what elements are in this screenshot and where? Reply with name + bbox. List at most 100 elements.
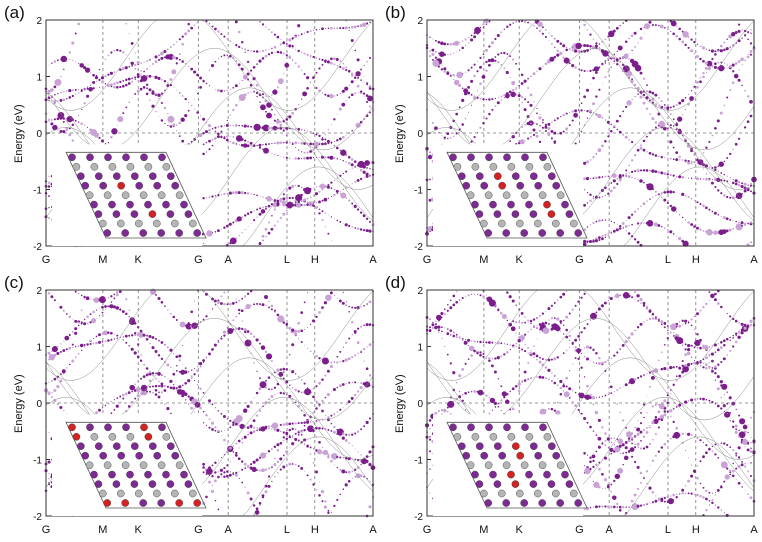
atom bbox=[525, 162, 534, 171]
band-point bbox=[538, 29, 542, 33]
band-point bbox=[279, 126, 283, 130]
band-point bbox=[329, 364, 333, 369]
band-point bbox=[354, 92, 357, 95]
band-point bbox=[154, 60, 158, 64]
band-point bbox=[584, 465, 586, 467]
band-point bbox=[312, 411, 315, 414]
atom bbox=[484, 191, 493, 199]
band-point bbox=[220, 228, 222, 230]
band-point bbox=[128, 33, 130, 34]
band-point bbox=[706, 229, 713, 236]
band-point bbox=[363, 81, 365, 83]
band-point bbox=[243, 408, 248, 413]
band-point bbox=[266, 102, 272, 108]
band-point bbox=[449, 362, 452, 365]
band-point bbox=[173, 352, 175, 354]
band-point bbox=[322, 449, 329, 456]
band-point bbox=[95, 341, 98, 345]
band-point bbox=[340, 149, 347, 156]
atom bbox=[556, 229, 564, 237]
band-point bbox=[636, 465, 640, 469]
band-point bbox=[262, 124, 270, 132]
band-point bbox=[223, 467, 226, 470]
band-point bbox=[357, 163, 359, 164]
band-point bbox=[350, 39, 354, 42]
band-point bbox=[726, 64, 728, 66]
band-point bbox=[429, 151, 431, 153]
band-point bbox=[139, 87, 143, 91]
band-point bbox=[440, 41, 444, 45]
band-point bbox=[619, 227, 622, 230]
band-point bbox=[547, 378, 550, 381]
band-point bbox=[210, 421, 215, 425]
band-point bbox=[625, 105, 628, 109]
band-point bbox=[310, 421, 312, 423]
band-point bbox=[169, 77, 173, 81]
band-point bbox=[327, 142, 330, 145]
band-point bbox=[119, 401, 122, 404]
band-point bbox=[607, 192, 610, 195]
band-point bbox=[538, 140, 542, 144]
band-point bbox=[593, 481, 600, 488]
band-point bbox=[630, 34, 634, 38]
band-point bbox=[749, 99, 753, 104]
band-point bbox=[249, 83, 253, 87]
band-point bbox=[315, 186, 318, 188]
band-point bbox=[696, 437, 699, 440]
band-point bbox=[446, 43, 449, 46]
band-point bbox=[726, 175, 728, 177]
band-point bbox=[169, 348, 173, 352]
band-point bbox=[512, 58, 515, 61]
band-point bbox=[717, 506, 720, 509]
band-point bbox=[265, 452, 267, 454]
band-point bbox=[160, 382, 164, 386]
atom bbox=[108, 200, 116, 209]
band-point bbox=[122, 112, 125, 115]
band-point bbox=[714, 492, 716, 494]
band-point bbox=[110, 331, 113, 335]
band-point bbox=[523, 108, 527, 112]
band-point bbox=[222, 330, 226, 334]
band-point bbox=[235, 451, 238, 455]
band-point bbox=[232, 42, 234, 44]
atom bbox=[502, 191, 511, 199]
band-point bbox=[220, 456, 222, 458]
band-point bbox=[256, 208, 259, 211]
band-point bbox=[675, 25, 678, 27]
band-point bbox=[259, 101, 261, 103]
band-point bbox=[321, 357, 329, 365]
band-point bbox=[253, 362, 255, 364]
band-point bbox=[616, 223, 618, 225]
band-point bbox=[291, 422, 294, 425]
band-point bbox=[699, 228, 702, 231]
band-point bbox=[474, 352, 476, 354]
band-point bbox=[658, 404, 660, 406]
band-point bbox=[271, 143, 273, 145]
band-point bbox=[622, 227, 625, 230]
band-point bbox=[354, 354, 357, 357]
band-point bbox=[336, 455, 339, 459]
band-point bbox=[618, 175, 622, 179]
band-point bbox=[356, 58, 360, 62]
atom bbox=[99, 451, 107, 460]
band-point bbox=[687, 159, 690, 163]
band-point bbox=[345, 154, 347, 156]
band-point bbox=[693, 92, 696, 94]
band-point bbox=[113, 293, 116, 296]
band-point bbox=[344, 358, 348, 362]
band-point bbox=[246, 292, 250, 295]
band-point bbox=[601, 237, 604, 241]
band-point bbox=[214, 429, 217, 432]
band-point bbox=[434, 39, 437, 42]
band-point bbox=[261, 303, 265, 307]
band-point bbox=[99, 307, 100, 309]
kpoint-label: A bbox=[224, 254, 232, 266]
band-point bbox=[226, 327, 228, 329]
band-point bbox=[234, 84, 238, 88]
band-point bbox=[696, 43, 699, 45]
band-point bbox=[360, 325, 363, 328]
band-point bbox=[217, 430, 220, 433]
band-point bbox=[205, 141, 208, 144]
band-point bbox=[324, 417, 326, 419]
band-point bbox=[271, 198, 273, 201]
